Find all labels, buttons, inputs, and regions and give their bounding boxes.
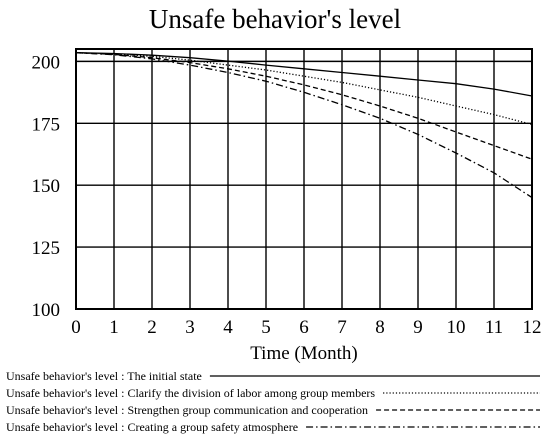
y-tick-label: 200: [32, 52, 61, 73]
series-line-3: [75, 52, 533, 160]
legend: Unsafe behavior's level : The initial st…: [6, 369, 540, 434]
x-axis-ticks: 0 1 2 3 4 5 6 7 8 9 10 11 12: [71, 317, 541, 338]
x-tick-label: 2: [147, 317, 157, 338]
legend-label: Unsafe behavior's level : Clarify the di…: [6, 386, 375, 400]
x-tick-label: 8: [375, 317, 385, 338]
series-line-4: [75, 52, 533, 199]
series-line-1: [75, 52, 533, 97]
x-tick-label: 6: [299, 317, 309, 338]
series-line-2: [75, 52, 533, 126]
legend-label: Unsafe behavior's level : The initial st…: [6, 369, 202, 383]
x-tick-label: 12: [523, 317, 542, 338]
plot-area-frame: [75, 48, 533, 310]
chart-title: Unsafe behavior's level: [149, 4, 401, 34]
x-tick-label: 1: [109, 317, 119, 338]
legend-label: Unsafe behavior's level : Strengthen gro…: [6, 403, 368, 417]
x-tick-label: 0: [71, 317, 81, 338]
y-tick-label: 100: [32, 300, 61, 321]
x-tick-label: 10: [447, 317, 466, 338]
legend-label: Unsafe behavior's level : Creating a gro…: [6, 420, 298, 434]
x-tick-label: 3: [185, 317, 195, 338]
x-tick-label: 7: [337, 317, 347, 338]
grid: [75, 49, 533, 310]
x-tick-label: 9: [413, 317, 423, 338]
x-axis-label: Time (Month): [250, 343, 358, 364]
series-lines: [75, 52, 533, 199]
y-axis-ticks: 200 175 150 125 100: [32, 52, 61, 321]
x-tick-label: 5: [261, 317, 271, 338]
y-tick-label: 125: [32, 238, 61, 259]
y-tick-label: 150: [32, 176, 61, 197]
x-tick-label: 4: [223, 317, 233, 338]
x-tick-label: 11: [485, 317, 503, 338]
y-tick-label: 175: [32, 114, 61, 135]
